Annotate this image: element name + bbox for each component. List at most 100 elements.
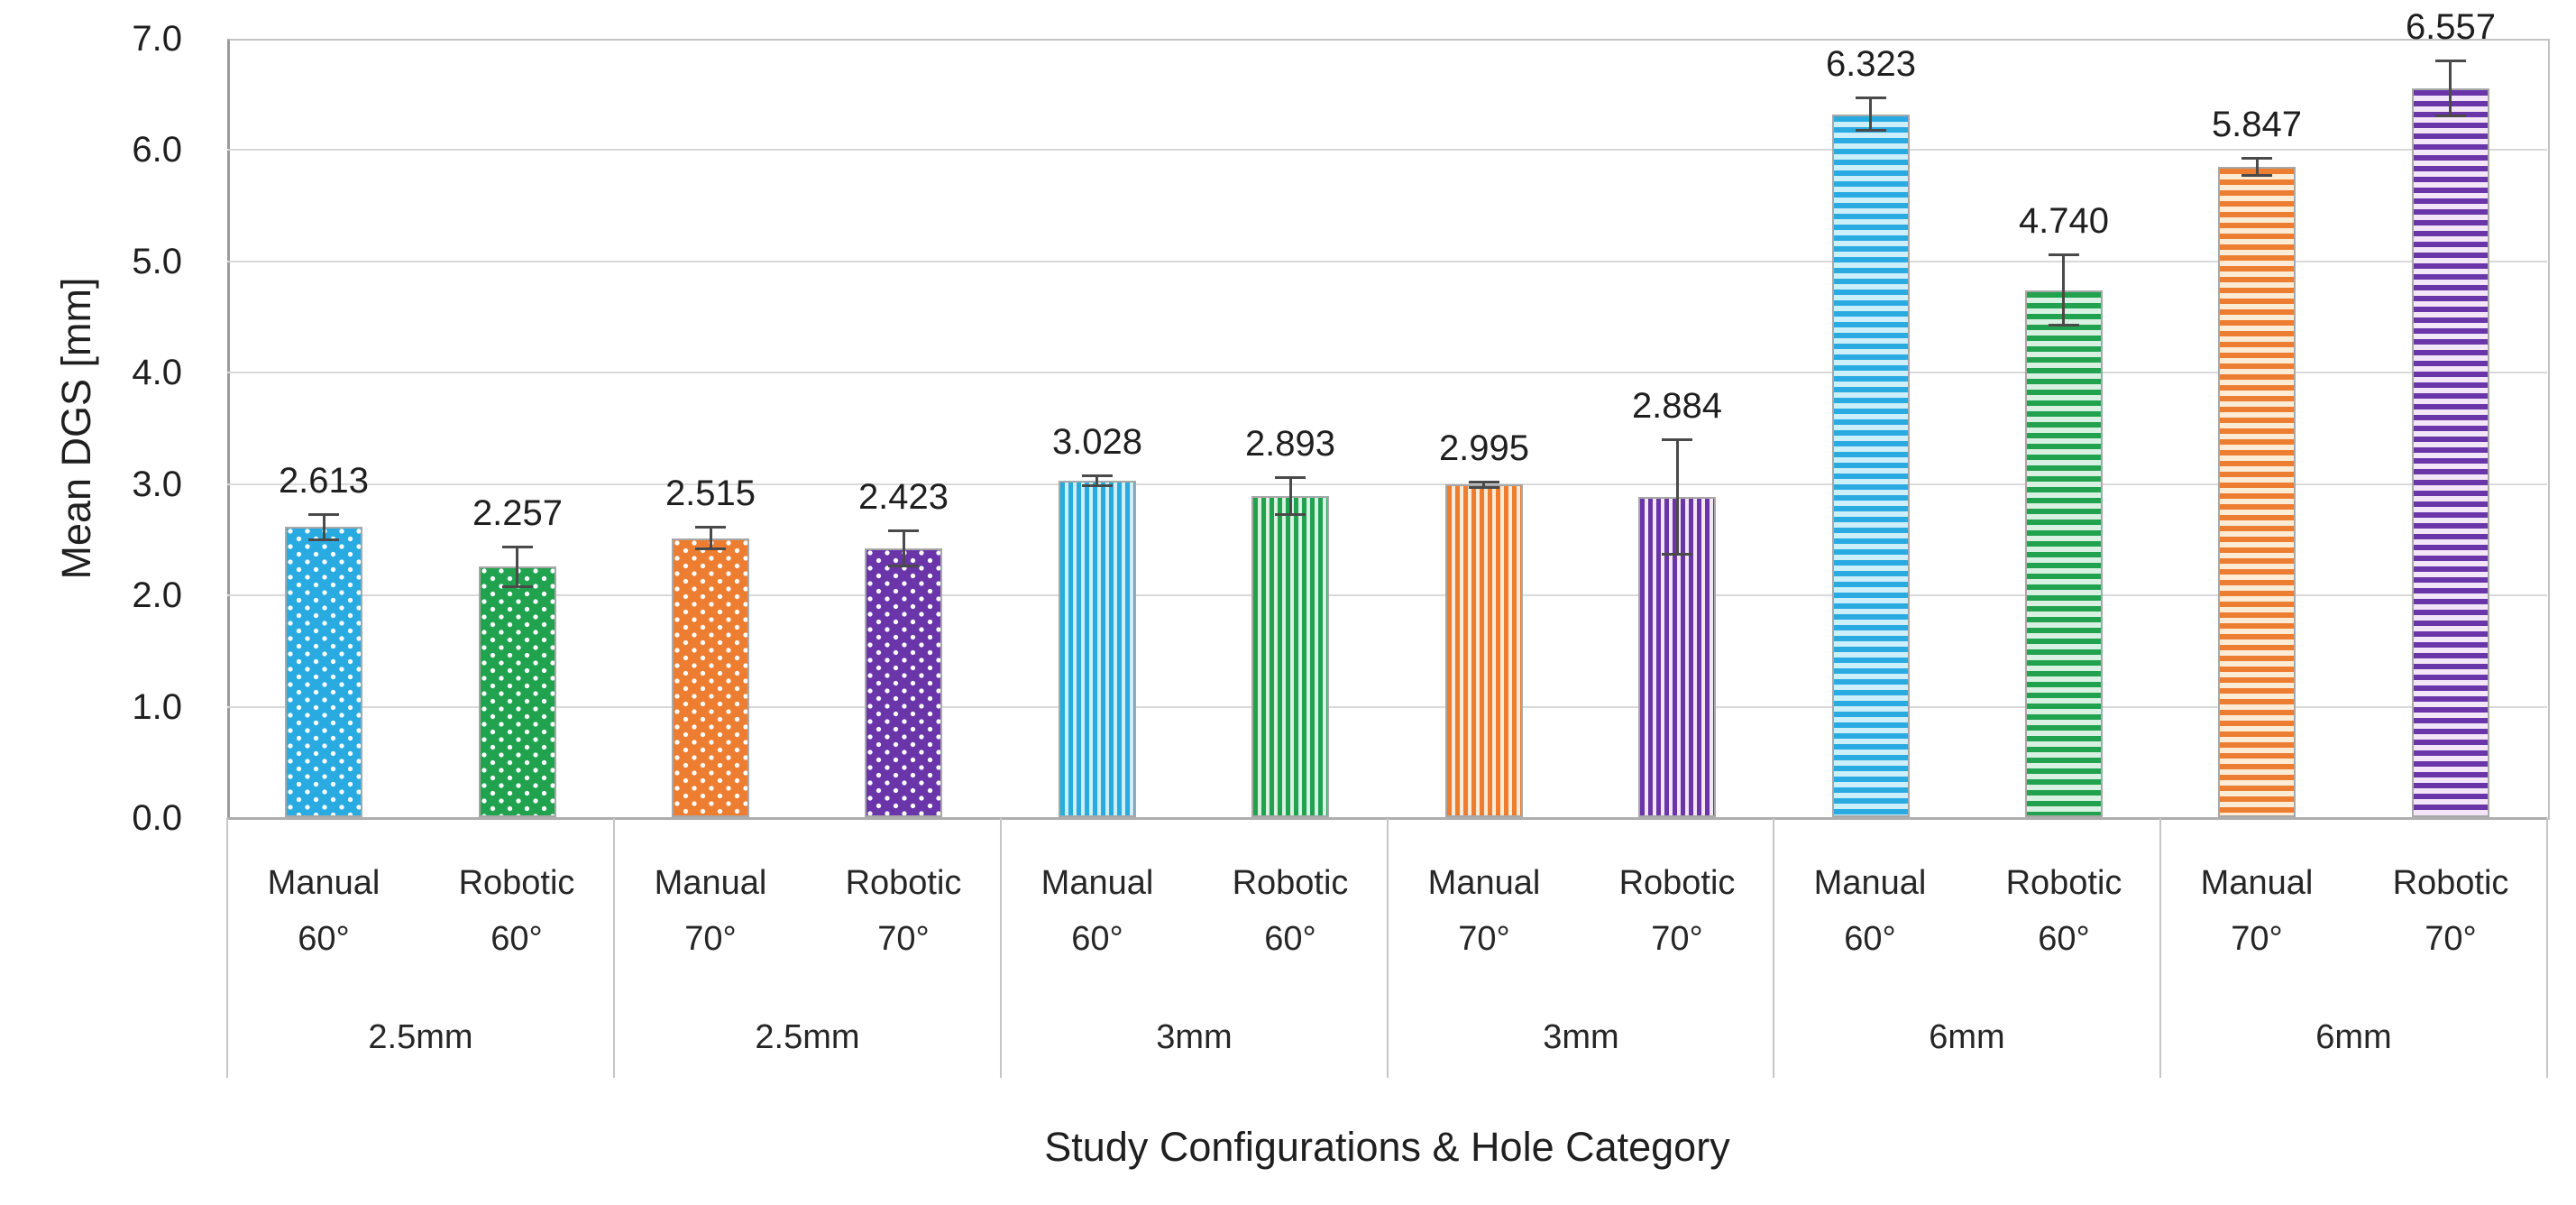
error-bar-manual-60deg-3mm — [1095, 475, 1098, 486]
angle-label-line: 60° — [2038, 920, 2090, 958]
value-label-robotic-70deg-6mm: 6.557 — [2405, 7, 2497, 47]
gridline — [227, 372, 2547, 373]
bar-robotic-70deg-2.5mm — [865, 548, 942, 817]
config-label-line: Manual — [267, 864, 380, 902]
error-bar-cap-top — [1469, 481, 1499, 483]
x-category-label-manual-70deg-3mm: Manual 70° — [1388, 855, 1581, 967]
value-label-robotic-60deg-6mm: 4.740 — [2018, 201, 2110, 241]
config-label-line: Robotic — [2005, 864, 2122, 902]
value-label-manual-60deg-2.5mm: 2.613 — [278, 461, 370, 501]
value-label-robotic-70deg-3mm: 2.884 — [1631, 386, 1723, 426]
value-label-manual-70deg-6mm: 5.847 — [2211, 105, 2303, 144]
hole-category-label: 2.5mm — [368, 1018, 473, 1056]
x-category-label-manual-60deg-2.5mm: Manual 60° — [227, 855, 420, 967]
config-label-line: Manual — [1040, 864, 1154, 902]
bar-manual-70deg-2.5mm — [672, 538, 749, 817]
config-label-line: Manual — [654, 864, 767, 902]
gridline — [227, 483, 2547, 485]
gridline — [227, 706, 2547, 708]
error-bar-robotic-60deg-2.5mm — [516, 547, 518, 586]
error-bar-cap-bottom — [1082, 484, 1113, 487]
hole-category-label: 3mm — [1543, 1018, 1619, 1056]
angle-label-line: 70° — [877, 920, 930, 958]
error-bar-cap-top — [308, 513, 339, 516]
value-label-manual-60deg-3mm: 3.028 — [1051, 422, 1143, 462]
bar-robotic-70deg-6mm — [2412, 88, 2489, 817]
x-category-label-robotic-70deg-6mm: Robotic 70° — [2354, 855, 2547, 967]
config-label-line: Manual — [1427, 864, 1541, 902]
hole-category-label: 6mm — [1929, 1018, 2005, 1056]
plot-frame — [227, 39, 2550, 820]
bar-manual-60deg-6mm — [1832, 115, 1910, 817]
config-label-line: Manual — [1813, 864, 1927, 902]
error-bar-cap-bottom — [2241, 174, 2272, 177]
gridline — [227, 594, 2547, 596]
config-label-line: Robotic — [1232, 864, 1349, 902]
error-bar-manual-60deg-6mm — [1869, 97, 1872, 131]
value-label-manual-70deg-2.5mm: 2.515 — [665, 474, 756, 513]
x-category-label-manual-70deg-6mm: Manual 70° — [2160, 855, 2353, 967]
hole-category-label: 2.5mm — [755, 1018, 860, 1056]
hole-category-label: 6mm — [2315, 1018, 2392, 1056]
y-axis-tick-label: 1.0 — [132, 687, 182, 727]
error-bar-cap-bottom — [695, 547, 726, 550]
error-bar-robotic-70deg-6mm — [2449, 60, 2452, 116]
y-axis-tick-label: 3.0 — [132, 465, 182, 504]
angle-label-line: 70° — [2231, 920, 2283, 958]
x-axis-title: Study Configurations & Hole Category — [1044, 1124, 1730, 1170]
angle-label-line: 60° — [490, 920, 543, 958]
category-separator — [613, 818, 615, 1078]
error-bar-cap-bottom — [308, 538, 339, 541]
y-axis-tick-label: 7.0 — [132, 19, 182, 59]
config-label-line: Robotic — [458, 864, 575, 902]
y-axis-tick-label: 2.0 — [132, 575, 182, 615]
y-axis-title: Mean DGS [mm] — [53, 277, 99, 580]
error-bar-robotic-60deg-6mm — [2062, 254, 2065, 326]
y-axis-tick-label: 5.0 — [132, 242, 182, 281]
error-bar-manual-60deg-2.5mm — [323, 514, 325, 541]
x-category-label-robotic-60deg-3mm: Robotic 60° — [1194, 855, 1387, 967]
angle-label-line: 60° — [1264, 920, 1316, 958]
value-label-robotic-70deg-2.5mm: 2.423 — [857, 477, 949, 517]
error-bar-cap-bottom — [502, 585, 533, 588]
angle-label-line: 60° — [1844, 920, 1896, 958]
bar-manual-60deg-2.5mm — [285, 527, 362, 817]
angle-label-line: 60° — [1071, 920, 1123, 958]
gridline — [227, 149, 2547, 151]
angle-label-line: 60° — [298, 920, 350, 958]
error-bar-cap-bottom — [888, 565, 919, 567]
category-separator — [1000, 818, 1002, 1078]
angle-label-line: 70° — [1458, 920, 1510, 958]
bar-manual-70deg-3mm — [1445, 484, 1523, 817]
x-category-label-robotic-60deg-2.5mm: Robotic 60° — [420, 855, 613, 967]
error-bar-cap-bottom — [2435, 115, 2466, 117]
hole-category-label: 3mm — [1156, 1018, 1233, 1056]
config-label-line: Robotic — [845, 864, 962, 902]
x-category-label-manual-70deg-2.5mm: Manual 70° — [614, 855, 807, 967]
bar-robotic-60deg-3mm — [1251, 496, 1329, 817]
y-axis-tick-label: 0.0 — [132, 798, 182, 838]
error-bar-cap-top — [1662, 438, 1692, 441]
value-label-robotic-60deg-2.5mm: 2.257 — [472, 493, 564, 533]
error-bar-cap-top — [1856, 97, 1886, 99]
config-label-line: Manual — [2200, 864, 2314, 902]
y-axis-tick-label: 6.0 — [132, 130, 182, 170]
error-bar-cap-top — [1275, 476, 1306, 479]
x-category-label-robotic-60deg-6mm: Robotic 60° — [1967, 855, 2160, 967]
category-separator — [1387, 818, 1389, 1078]
error-bar-cap-top — [502, 546, 533, 548]
angle-label-line: 70° — [1651, 920, 1703, 958]
error-bar-robotic-60deg-3mm — [1289, 477, 1292, 515]
x-category-label-manual-60deg-3mm: Manual 60° — [1001, 855, 1194, 967]
bar-manual-60deg-3mm — [1059, 481, 1136, 817]
error-bar-cap-top — [2435, 60, 2466, 62]
category-separator — [1773, 818, 1774, 1078]
error-bar-cap-top — [695, 526, 726, 529]
error-bar-cap-bottom — [1856, 129, 1886, 132]
y-axis-tick-label: 4.0 — [132, 353, 182, 392]
angle-label-line: 70° — [684, 920, 737, 958]
error-bar-manual-70deg-3mm — [1482, 482, 1485, 488]
error-bar-manual-70deg-6mm — [2256, 158, 2259, 176]
error-bar-cap-top — [2049, 253, 2079, 256]
